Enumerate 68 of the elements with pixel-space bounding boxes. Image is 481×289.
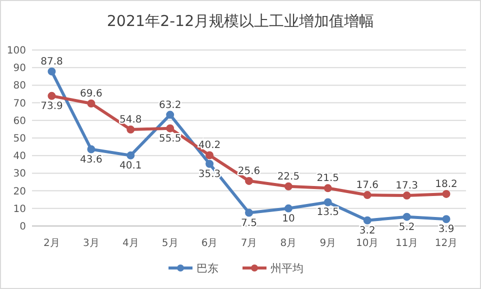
data-label: 13.5 (316, 207, 340, 218)
y-tick-label: 10 (13, 204, 26, 215)
point (87, 100, 96, 108)
y-tick-label: 50 (13, 134, 26, 144)
x-tick-label: 10月 (356, 238, 379, 249)
legend-label: 巴东 (196, 262, 218, 275)
data-label: 40.2 (198, 140, 221, 152)
data-label: 55.5 (158, 133, 182, 144)
point (126, 126, 135, 134)
point (363, 191, 372, 200)
point (284, 204, 292, 212)
y-tick-label: 20 (13, 186, 26, 198)
y-tick-label: 40 (13, 151, 26, 162)
data-label: 43.6 (80, 154, 102, 166)
x-tick-label: 11月 (395, 238, 418, 249)
point (324, 198, 332, 206)
data-label: 18.2 (435, 178, 458, 190)
point (324, 184, 332, 192)
data-label: 5.2 (398, 222, 415, 233)
x-tick-label: 3月 (82, 238, 100, 249)
point (126, 151, 135, 160)
x-tick-label: 7月 (240, 238, 258, 249)
data-label: 3.9 (438, 224, 454, 236)
data-label: 40.1 (120, 160, 142, 172)
point (206, 160, 214, 168)
data-label: 3.2 (359, 225, 376, 236)
data-label: 10 (282, 213, 295, 224)
y-tick-label: 100 (6, 46, 26, 56)
point (48, 92, 56, 100)
y-tick-label: 60 (13, 116, 26, 127)
data-label: 21.5 (316, 173, 340, 184)
data-label: 17.3 (396, 180, 418, 192)
data-label: 25.6 (238, 166, 260, 177)
y-tick-label: 90 (13, 63, 26, 74)
point (402, 212, 411, 221)
x-tick-label: 6月 (201, 238, 218, 249)
point (87, 145, 96, 154)
point (284, 182, 292, 190)
data-label: 7.5 (241, 218, 257, 229)
legend-label: 州平均 (270, 262, 304, 275)
data-label: 73.9 (40, 100, 63, 112)
x-tick-label: 12月 (434, 238, 458, 249)
point (206, 151, 214, 160)
x-tick-label: 8月 (280, 238, 297, 249)
data-label: 87.8 (40, 56, 63, 68)
y-tick-label: 70 (13, 98, 26, 110)
y-tick-label: 80 (13, 80, 26, 92)
x-tick-label: 9月 (320, 238, 336, 249)
point (402, 192, 411, 200)
point (48, 67, 56, 76)
data-label: 54.8 (120, 114, 142, 126)
point (245, 176, 253, 185)
point (166, 124, 174, 132)
data-label: 22.5 (277, 171, 300, 182)
data-label: 69.6 (80, 88, 102, 100)
chart-title: 2021年2-12月规模以上工业增加值增幅 (106, 12, 374, 30)
data-label: 17.6 (356, 180, 378, 192)
point (442, 190, 450, 198)
point (166, 110, 174, 119)
point (245, 208, 253, 217)
y-tick-label: 30 (13, 168, 26, 180)
x-tick-label: 5月 (162, 238, 178, 249)
x-tick-label: 2月 (44, 238, 60, 249)
point (363, 216, 372, 224)
y-tick-label: 0 (20, 222, 26, 232)
data-label: 63.2 (158, 100, 182, 111)
x-tick-label: 4月 (122, 238, 139, 249)
point (442, 215, 450, 224)
